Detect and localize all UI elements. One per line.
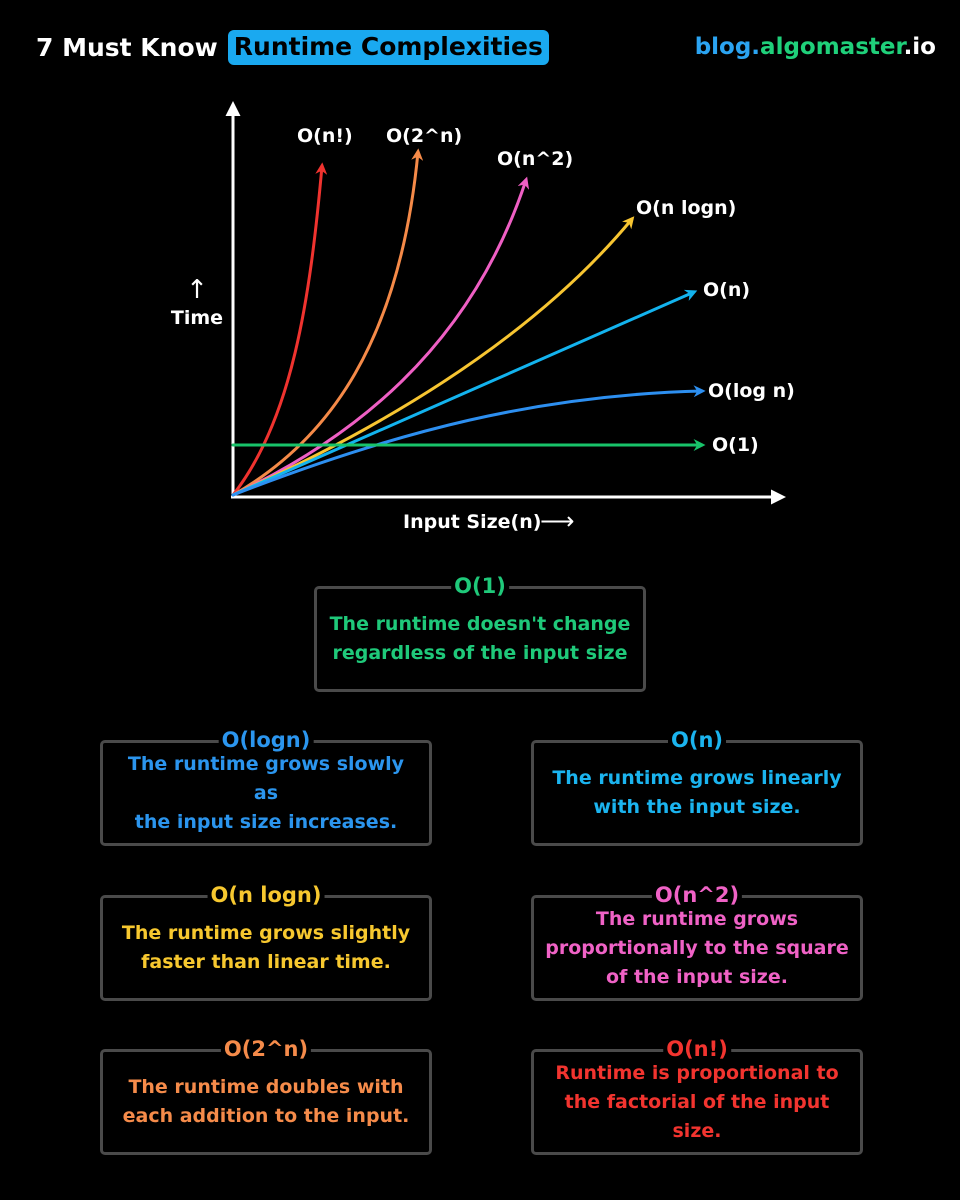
label-o-n2: O(n^2) xyxy=(497,148,573,170)
curve-o-nlogn xyxy=(231,216,635,497)
card-o2n-line1: The runtime doubles with xyxy=(128,1076,404,1098)
label-o-factorial: O(n!) xyxy=(297,125,353,147)
brand-part-blog: blog. xyxy=(694,34,761,60)
brand-part-algomaster: algomaster xyxy=(760,34,904,60)
card-ologn-line2: the input size increases. xyxy=(134,810,398,833)
card-o2n-line2: each addition to the input. xyxy=(122,1105,410,1127)
card-on: O(n) The runtime grows linearly with the… xyxy=(531,724,863,846)
card-on2-title: O(n^2) xyxy=(651,879,743,911)
label-o-1: O(1) xyxy=(712,434,759,456)
card-onf-title: O(n!) xyxy=(663,1033,731,1065)
curve-o-n2 xyxy=(231,176,530,497)
card-on-title: O(n) xyxy=(668,724,726,756)
label-o-logn: O(log n) xyxy=(708,380,795,402)
x-axis-label: Input Size(n) xyxy=(403,511,541,533)
label-o-n: O(n) xyxy=(703,279,750,301)
card-o1-title: O(1) xyxy=(451,570,509,602)
card-onlogn-line1: The runtime grows slightly xyxy=(121,922,411,944)
y-axis-arrow-glyph: ↑ xyxy=(186,275,208,305)
card-ologn-title: O(logn) xyxy=(218,724,314,756)
brand-url: blog.algomaster.io xyxy=(695,34,936,60)
brand-part-io: .io xyxy=(903,34,936,60)
curve-o-2n xyxy=(231,148,424,497)
card-onlogn-title: O(n logn) xyxy=(207,879,325,911)
page-title: 7 Must Know Runtime Complexities xyxy=(36,30,549,65)
card-onlogn-line2: faster than linear time. xyxy=(141,951,391,973)
card-on2-line1: The runtime grows xyxy=(595,907,799,930)
card-onf-line2: the factorial of the input size. xyxy=(564,1090,830,1142)
complexity-chart: O(n!) O(2^n) O(n^2) O(n logn) O(n) O(log… xyxy=(171,101,795,535)
card-onf: O(n!) Runtime is proportional to the fac… xyxy=(531,1033,863,1155)
card-o1-line1: The runtime doesn't change xyxy=(329,613,631,635)
card-o1: O(1) The runtime doesn't change regardle… xyxy=(314,570,646,692)
title-prefix: 7 Must Know xyxy=(36,33,218,62)
curve-o-n xyxy=(231,289,698,497)
card-on2-line3: of the input size. xyxy=(606,965,788,988)
curve-o-logn xyxy=(231,385,706,497)
title-highlight: Runtime Complexities xyxy=(227,30,549,65)
card-onf-line1: Runtime is proportional to xyxy=(555,1061,839,1084)
card-o1-line2: regardless of the input size xyxy=(332,642,628,664)
curve-o-factorial xyxy=(231,162,328,497)
card-ologn-line1: The runtime grows slowly as xyxy=(127,752,405,804)
label-o-nlogn: O(n logn) xyxy=(636,197,736,219)
card-o2n-title: O(2^n) xyxy=(220,1033,312,1065)
card-onlogn: O(n logn) The runtime grows slightly fas… xyxy=(100,879,432,1001)
card-on2-line2: proportionally to the square xyxy=(545,936,849,959)
card-on2: O(n^2) The runtime grows proportionally … xyxy=(531,879,863,1001)
card-o2n: O(2^n) The runtime doubles with each add… xyxy=(100,1033,432,1155)
x-axis-arrow-glyph: ⟶ xyxy=(540,507,574,535)
label-o-2n: O(2^n) xyxy=(386,125,462,147)
card-on-line1: The runtime grows linearly xyxy=(552,767,842,789)
y-axis-label: Time xyxy=(171,307,223,329)
card-ologn: O(logn) The runtime grows slowly as the … xyxy=(100,724,432,846)
card-on-line2: with the input size. xyxy=(593,796,801,818)
